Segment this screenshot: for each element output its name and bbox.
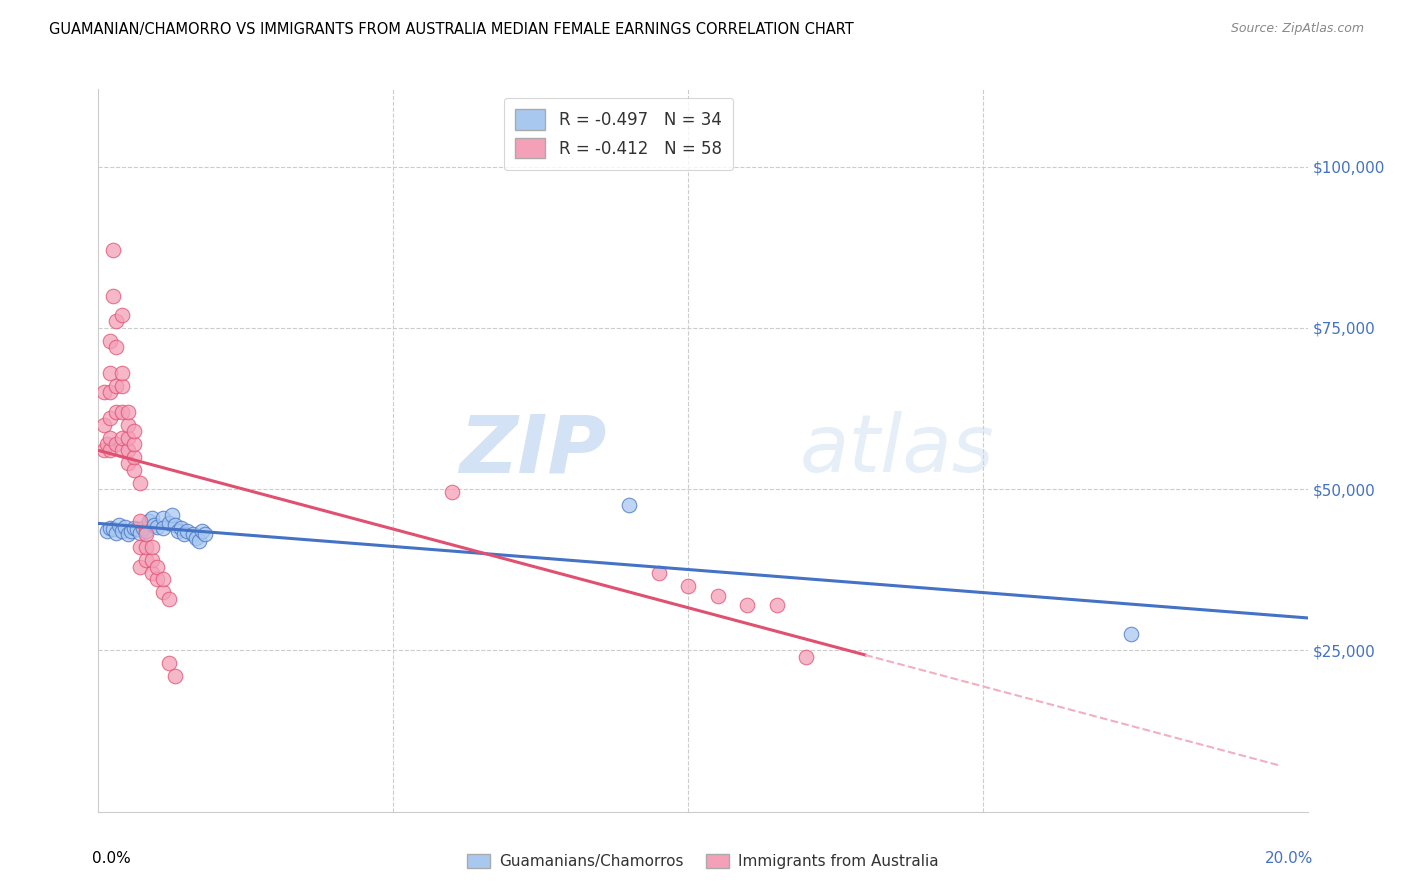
Point	[117, 456, 139, 470]
Point	[794, 649, 817, 664]
Point	[143, 517, 166, 532]
Point	[98, 366, 121, 380]
Point	[135, 540, 157, 554]
Point	[160, 508, 183, 522]
Point	[135, 527, 157, 541]
Point	[173, 527, 195, 541]
Point	[96, 437, 118, 451]
Point	[152, 521, 174, 535]
Point	[98, 443, 121, 458]
Point	[176, 524, 198, 538]
Point	[706, 589, 728, 603]
Point	[135, 553, 157, 567]
Point	[120, 524, 142, 538]
Point	[93, 443, 115, 458]
Point	[122, 424, 145, 438]
Point	[128, 515, 150, 529]
Point	[735, 599, 758, 613]
Text: 0.0%: 0.0%	[93, 852, 131, 866]
Point	[105, 437, 128, 451]
Point	[101, 244, 124, 258]
Point	[125, 522, 148, 536]
Point	[165, 669, 187, 683]
Point	[184, 531, 207, 545]
Point	[117, 417, 139, 432]
Point	[98, 385, 121, 400]
Point	[190, 524, 212, 538]
Point	[101, 288, 124, 302]
Point	[98, 431, 121, 445]
Point	[93, 417, 115, 432]
Point	[111, 379, 134, 393]
Point	[141, 540, 163, 554]
Point	[1119, 627, 1142, 641]
Legend: Guamanians/Chamorros, Immigrants from Australia: Guamanians/Chamorros, Immigrants from Au…	[461, 848, 945, 875]
Text: Source: ZipAtlas.com: Source: ZipAtlas.com	[1230, 22, 1364, 36]
Point	[105, 314, 128, 328]
Point	[105, 340, 128, 354]
Point	[146, 519, 169, 533]
Text: GUAMANIAN/CHAMORRO VS IMMIGRANTS FROM AUSTRALIA MEDIAN FEMALE EARNINGS CORRELATI: GUAMANIAN/CHAMORRO VS IMMIGRANTS FROM AU…	[49, 22, 853, 37]
Point	[122, 437, 145, 451]
Text: atlas: atlas	[800, 411, 994, 490]
Point	[135, 524, 157, 538]
Point	[441, 485, 464, 500]
Point	[111, 431, 134, 445]
Point	[117, 527, 139, 541]
Point	[128, 559, 150, 574]
Point	[141, 511, 163, 525]
Text: ZIP: ZIP	[458, 411, 606, 490]
Point	[98, 521, 121, 535]
Point	[117, 405, 139, 419]
Point	[619, 498, 641, 512]
Point	[98, 411, 121, 425]
Point	[93, 385, 115, 400]
Point	[152, 585, 174, 599]
Point	[167, 524, 190, 538]
Point	[128, 540, 150, 554]
Point	[146, 559, 169, 574]
Point	[96, 524, 118, 538]
Point	[105, 379, 128, 393]
Point	[152, 573, 174, 587]
Point	[131, 521, 153, 535]
Point	[157, 657, 180, 671]
Point	[141, 553, 163, 567]
Point	[152, 511, 174, 525]
Point	[105, 526, 128, 541]
Text: 20.0%: 20.0%	[1265, 852, 1313, 866]
Point	[678, 579, 700, 593]
Point	[648, 566, 671, 580]
Point	[146, 573, 169, 587]
Point	[105, 405, 128, 419]
Point	[170, 521, 193, 535]
Point	[187, 533, 209, 548]
Point	[138, 515, 160, 529]
Point	[101, 522, 124, 536]
Point	[122, 521, 145, 535]
Point	[157, 516, 180, 530]
Point	[111, 405, 134, 419]
Point	[111, 524, 134, 538]
Point	[165, 517, 187, 532]
Point	[765, 599, 787, 613]
Point	[157, 591, 180, 606]
Point	[98, 334, 121, 348]
Point	[111, 308, 134, 322]
Point	[128, 526, 150, 541]
Point	[117, 443, 139, 458]
Point	[141, 566, 163, 580]
Point	[111, 443, 134, 458]
Point	[108, 517, 131, 532]
Point	[111, 366, 134, 380]
Legend: R = -0.497   N = 34, R = -0.412   N = 58: R = -0.497 N = 34, R = -0.412 N = 58	[503, 97, 733, 169]
Point	[114, 519, 136, 533]
Point	[128, 475, 150, 490]
Point	[194, 527, 217, 541]
Point	[117, 431, 139, 445]
Point	[181, 527, 204, 541]
Point	[122, 463, 145, 477]
Point	[122, 450, 145, 464]
